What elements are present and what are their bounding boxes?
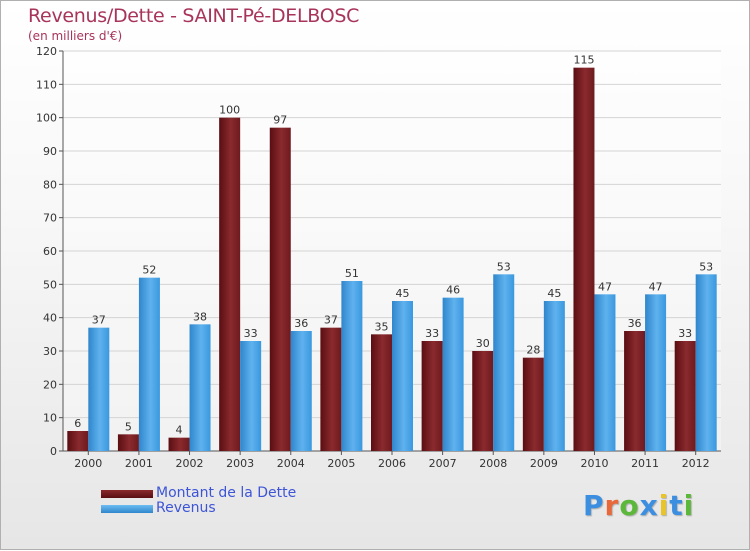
y-tick-label: 90 xyxy=(43,145,57,158)
y-tick-label: 0 xyxy=(50,445,57,458)
data-label-dette-2002: 4 xyxy=(176,424,183,437)
bar-revenus-2005 xyxy=(341,281,363,451)
bar-dette-2000 xyxy=(67,431,89,451)
bar-dette-2003 xyxy=(219,117,241,452)
x-tick-label: 2009 xyxy=(530,457,558,470)
bar-dette-2008 xyxy=(472,351,494,451)
logo-letter: i xyxy=(658,489,670,522)
bar-revenus-2002 xyxy=(189,324,211,451)
data-label-revenus-2006: 45 xyxy=(396,287,410,300)
data-label-revenus-2000: 37 xyxy=(92,314,106,327)
data-label-dette-2001: 5 xyxy=(125,420,132,433)
data-label-revenus-2011: 47 xyxy=(649,280,663,293)
x-tick-label: 2001 xyxy=(125,457,153,470)
data-label-dette-2003: 100 xyxy=(219,104,240,117)
y-tick-label: 20 xyxy=(43,378,57,391)
bar-revenus-2010 xyxy=(594,294,616,451)
x-tick-label: 2012 xyxy=(682,457,710,470)
logo-letter: t xyxy=(669,489,684,522)
bar-dette-2005 xyxy=(320,327,342,451)
bar-dette-2012 xyxy=(674,341,696,451)
x-tick-label: 2002 xyxy=(176,457,204,470)
data-label-dette-2005: 37 xyxy=(324,314,338,327)
logo-letter: r xyxy=(604,489,620,522)
x-tick-label: 2004 xyxy=(277,457,305,470)
data-label-revenus-2007: 46 xyxy=(446,284,460,297)
bar-revenus-2000 xyxy=(88,327,110,451)
x-tick-label: 2005 xyxy=(327,457,355,470)
bar-dette-2004 xyxy=(269,127,291,452)
bar-revenus-2008 xyxy=(493,274,515,451)
logo-letter: x xyxy=(639,489,659,522)
x-tick-label: 2008 xyxy=(479,457,507,470)
data-label-revenus-2009: 45 xyxy=(547,287,561,300)
bar-revenus-2004 xyxy=(290,331,312,451)
data-label-dette-2000: 6 xyxy=(74,417,81,430)
bar-dette-2001 xyxy=(117,434,139,451)
legend-label-revenus: Revenus xyxy=(156,500,216,516)
y-tick-label: 80 xyxy=(43,178,57,191)
bar-revenus-2011 xyxy=(645,294,667,451)
bar-revenus-2007 xyxy=(442,297,464,451)
chart-subtitle: (en milliers d'€) xyxy=(28,29,123,43)
bar-revenus-2009 xyxy=(543,301,565,451)
bar-revenus-2012 xyxy=(695,274,717,451)
bar-dette-2011 xyxy=(624,331,646,451)
y-tick-label: 30 xyxy=(43,345,57,358)
bar-dette-2002 xyxy=(168,437,190,451)
bar-dette-2007 xyxy=(421,341,443,451)
y-tick-label: 40 xyxy=(43,312,57,325)
bar-dette-2006 xyxy=(371,334,392,451)
chart-title: Revenus/Dette - SAINT-Pé-DELBOSC xyxy=(28,5,360,27)
legend-swatch-dette xyxy=(101,490,153,498)
x-tick-label: 2007 xyxy=(429,457,457,470)
bar-dette-2009 xyxy=(522,357,544,451)
data-label-dette-2008: 30 xyxy=(476,337,490,350)
y-tick-label: 100 xyxy=(36,112,57,125)
y-tick-label: 60 xyxy=(43,245,57,258)
logo-letter: i xyxy=(683,489,695,522)
logo-letter: P xyxy=(583,489,605,522)
x-tick-label: 2006 xyxy=(378,457,406,470)
data-label-revenus-2003: 33 xyxy=(244,327,258,340)
data-label-revenus-2008: 53 xyxy=(497,260,511,273)
data-label-dette-2004: 97 xyxy=(273,114,287,127)
y-tick-label: 50 xyxy=(43,278,57,291)
data-label-dette-2010: 115 xyxy=(573,54,594,67)
bar-revenus-2003 xyxy=(240,341,262,451)
bar-revenus-2006 xyxy=(392,301,413,451)
data-label-dette-2009: 28 xyxy=(526,344,540,357)
legend-swatch-revenus xyxy=(101,505,153,513)
proxiti-logo: Proxiti xyxy=(583,489,694,522)
data-label-revenus-2004: 36 xyxy=(294,317,308,330)
x-tick-label: 2010 xyxy=(580,457,608,470)
bar-dette-2010 xyxy=(573,67,595,452)
data-label-dette-2011: 36 xyxy=(628,317,642,330)
y-tick-label: 120 xyxy=(36,45,57,58)
x-tick-label: 2003 xyxy=(226,457,254,470)
logo-letter: o xyxy=(619,489,640,522)
bar-revenus-2001 xyxy=(138,277,160,451)
data-label-revenus-2005: 51 xyxy=(345,267,359,280)
y-tick-label: 10 xyxy=(43,412,57,425)
data-label-revenus-2012: 53 xyxy=(699,260,713,273)
data-label-revenus-2010: 47 xyxy=(598,280,612,293)
data-label-dette-2007: 33 xyxy=(425,327,439,340)
y-tick-label: 70 xyxy=(43,212,57,225)
data-label-dette-2012: 33 xyxy=(678,327,692,340)
x-tick-label: 2011 xyxy=(631,457,659,470)
data-label-revenus-2001: 52 xyxy=(142,264,156,277)
legend-label-dette: Montant de la Dette xyxy=(156,485,297,501)
data-label-dette-2006: 35 xyxy=(375,320,389,333)
data-label-revenus-2002: 38 xyxy=(193,310,207,323)
y-tick-label: 110 xyxy=(36,78,57,91)
x-tick-label: 2000 xyxy=(74,457,102,470)
